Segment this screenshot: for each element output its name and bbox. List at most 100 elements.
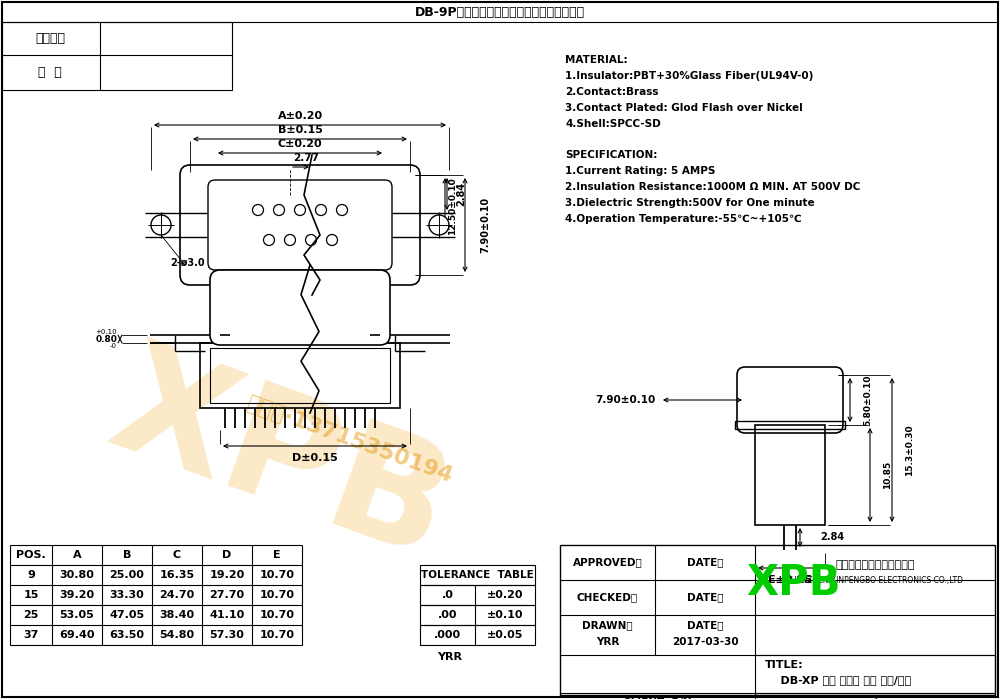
FancyBboxPatch shape	[180, 165, 420, 285]
Text: 47.05: 47.05	[109, 610, 145, 620]
Text: 9: 9	[27, 570, 35, 580]
Text: 2.Insulation Resistance:1000M Ω MIN. AT 500V DC: 2.Insulation Resistance:1000M Ω MIN. AT …	[565, 182, 860, 192]
Circle shape	[336, 205, 348, 215]
Text: E±0.15: E±0.15	[768, 575, 812, 585]
Text: DRAWN：: DRAWN：	[582, 620, 633, 630]
Text: 57.30: 57.30	[210, 630, 244, 640]
Text: /: /	[873, 698, 877, 699]
Text: ±0.20: ±0.20	[487, 590, 523, 600]
Text: 10.70: 10.70	[260, 630, 294, 640]
Bar	[420, 565, 535, 585]
Text: YRR: YRR	[438, 652, 462, 662]
Text: 4.Shell:SPCC-SD: 4.Shell:SPCC-SD	[565, 119, 661, 129]
FancyBboxPatch shape	[208, 180, 392, 270]
Text: YRR: YRR	[596, 637, 619, 647]
Circle shape	[429, 215, 449, 235]
Text: .00: .00	[438, 610, 457, 620]
Text: 0.80: 0.80	[95, 335, 117, 343]
Text: 3.Contact Plated: Glod Flash over Nickel: 3.Contact Plated: Glod Flash over Nickel	[565, 103, 803, 113]
Text: POS.: POS.	[16, 550, 46, 560]
Text: 10.70: 10.70	[260, 610, 294, 620]
Text: CHECKED：: CHECKED：	[577, 592, 638, 602]
Text: 2.84: 2.84	[820, 533, 844, 542]
Text: 1.Insulator:PBT+30%Glass Fiber(UL94V-0): 1.Insulator:PBT+30%Glass Fiber(UL94V-0)	[565, 71, 813, 81]
Text: 12.50±0.10: 12.50±0.10	[448, 177, 458, 235]
Text: CLIENT  P/N: CLIENT P/N	[623, 698, 692, 699]
Text: 15.3±0.30: 15.3±0.30	[906, 424, 914, 476]
Text: +0.10: +0.10	[95, 329, 117, 335]
FancyBboxPatch shape	[737, 367, 843, 433]
Text: SHENZHEN XINPENGBO ELECTRONICS CO.,LTD: SHENZHEN XINPENGBO ELECTRONICS CO.,LTD	[786, 575, 964, 584]
Text: DB-XP 母头 焉线式 车针 黑胶/白胶: DB-XP 母头 焉线式 车针 黑胶/白胶	[765, 675, 911, 685]
Text: XPB: XPB	[746, 562, 840, 604]
Text: 19.20: 19.20	[209, 570, 245, 580]
Text: 24.70: 24.70	[159, 590, 195, 600]
Text: D±0.15: D±0.15	[292, 453, 338, 463]
Text: 25: 25	[23, 610, 39, 620]
Text: DATE：: DATE：	[687, 557, 723, 567]
Circle shape	[285, 234, 296, 245]
Text: E: E	[273, 550, 281, 560]
Text: 10.85: 10.85	[884, 461, 893, 489]
Bar	[420, 625, 535, 645]
Circle shape	[306, 234, 316, 245]
Text: 27.70: 27.70	[209, 590, 245, 600]
Text: 3.Dielectric Strength:500V for One minute: 3.Dielectric Strength:500V for One minut…	[565, 198, 815, 208]
Text: 鑫鹏博·13715350194: 鑫鹏博·13715350194	[244, 394, 456, 487]
Text: -0: -0	[110, 343, 117, 349]
Text: 10.70: 10.70	[260, 570, 294, 580]
Text: B: B	[123, 550, 131, 560]
Text: 53.05: 53.05	[60, 610, 94, 620]
Text: 2.84: 2.84	[456, 182, 466, 206]
Text: 10.70: 10.70	[260, 590, 294, 600]
Text: 2-ø3.0: 2-ø3.0	[170, 258, 205, 268]
Text: 16.35: 16.35	[159, 570, 195, 580]
Text: .0: .0	[442, 590, 453, 600]
Text: 54.80: 54.80	[159, 630, 195, 640]
Text: 41.10: 41.10	[209, 610, 245, 620]
Circle shape	[274, 205, 285, 215]
Text: 7.90±0.10: 7.90±0.10	[595, 395, 655, 405]
Text: MATERIAL:: MATERIAL:	[565, 55, 628, 65]
Text: TOLERANCE  TABLE: TOLERANCE TABLE	[421, 570, 534, 580]
Text: 69.40: 69.40	[59, 630, 95, 640]
Bar	[200, 343, 400, 408]
Bar	[755, 425, 825, 525]
Circle shape	[151, 215, 171, 235]
Text: DATE：: DATE：	[687, 592, 723, 602]
Bar	[420, 605, 535, 625]
Text: 日  期: 日 期	[38, 66, 62, 78]
Text: 63.50: 63.50	[110, 630, 144, 640]
Text: A: A	[73, 550, 81, 560]
Text: 38.40: 38.40	[159, 610, 195, 620]
Text: DATE：: DATE：	[687, 620, 723, 630]
Text: XPB: XPB	[92, 331, 468, 589]
Text: SPECIFICATION:: SPECIFICATION:	[565, 150, 657, 160]
Bar	[2, 22, 232, 90]
Text: 深圳市鑫鹏博电子有限公司: 深圳市鑫鹏博电子有限公司	[835, 560, 915, 570]
Text: 25.00: 25.00	[110, 570, 144, 580]
Circle shape	[294, 205, 306, 215]
Text: 7.90±0.10: 7.90±0.10	[480, 197, 490, 253]
Text: 客户确认: 客户确认	[35, 31, 65, 45]
FancyBboxPatch shape	[210, 270, 390, 345]
Circle shape	[316, 205, 326, 215]
Text: 37: 37	[23, 630, 39, 640]
Text: 33.30: 33.30	[110, 590, 144, 600]
Bar	[755, 655, 995, 695]
Text: 5.80±0.10: 5.80±0.10	[864, 374, 872, 426]
Text: 1.Current Rating: 5 AMPS: 1.Current Rating: 5 AMPS	[565, 166, 715, 176]
Text: 39.20: 39.20	[59, 590, 95, 600]
Text: APPROVED：: APPROVED：	[573, 557, 642, 567]
Text: A±0.20: A±0.20	[277, 111, 323, 121]
Text: B±0.15: B±0.15	[278, 125, 322, 135]
Text: 2.77: 2.77	[293, 153, 319, 163]
Text: 2.Contact:Brass: 2.Contact:Brass	[565, 87, 658, 97]
Text: C: C	[173, 550, 181, 560]
Circle shape	[252, 205, 264, 215]
Circle shape	[326, 234, 338, 245]
Text: ±0.05: ±0.05	[487, 630, 523, 640]
Text: 2017-03-30: 2017-03-30	[672, 637, 738, 647]
Text: .000: .000	[434, 630, 461, 640]
Bar	[210, 348, 390, 403]
